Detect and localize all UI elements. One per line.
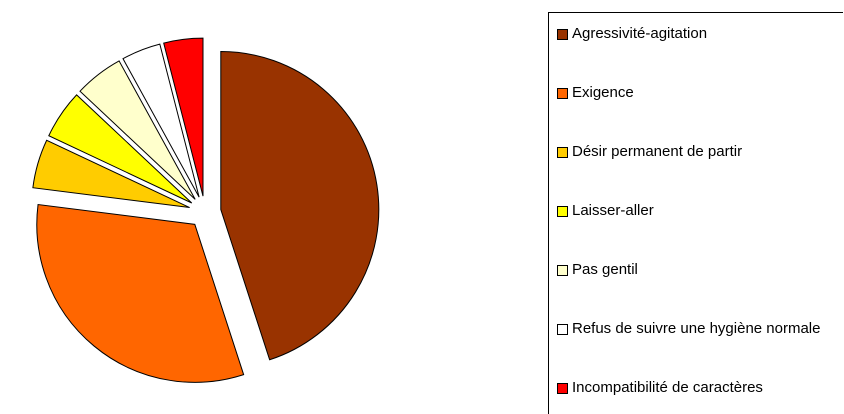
legend-swatch [557, 147, 568, 158]
legend-item: Laisser-aller [557, 202, 844, 220]
legend-item: Incompatibilité de caractères [557, 379, 844, 397]
legend-item: Agressivité-agitation [557, 25, 844, 43]
legend-swatch [557, 88, 568, 99]
legend-label: Désir permanent de partir [572, 143, 743, 160]
legend-item: Pas gentil [557, 261, 844, 279]
legend-item: Désir permanent de partir [557, 143, 844, 161]
legend-label: Laisser-aller [572, 202, 654, 219]
legend-swatch [557, 29, 568, 40]
legend-label: Pas gentil [572, 261, 638, 278]
pie-slice [79, 60, 196, 200]
legend-swatch [557, 265, 568, 276]
legend-swatch [557, 324, 568, 335]
legend-label: Refus de suivre une hygiène normale [572, 320, 821, 337]
legend-label: Incompatibilité de caractères [572, 379, 763, 396]
pie-slice [122, 43, 200, 198]
pie-slice [36, 203, 245, 383]
pie-slice [220, 50, 380, 361]
legend-label: Exigence [572, 84, 634, 101]
pie-slice [32, 139, 190, 209]
pie-chart [32, 37, 380, 383]
legend-item: Refus de suivre une hygiène normale [557, 320, 844, 338]
legend-swatch [557, 383, 568, 394]
pie-slice [163, 37, 204, 197]
legend-swatch [557, 206, 568, 217]
legend: Agressivité-agitation Exigence Désir perma… [548, 12, 843, 414]
pie-slice [48, 94, 193, 204]
legend-label: Agressivité-agitation [572, 25, 708, 42]
legend-item: Exigence [557, 84, 844, 102]
